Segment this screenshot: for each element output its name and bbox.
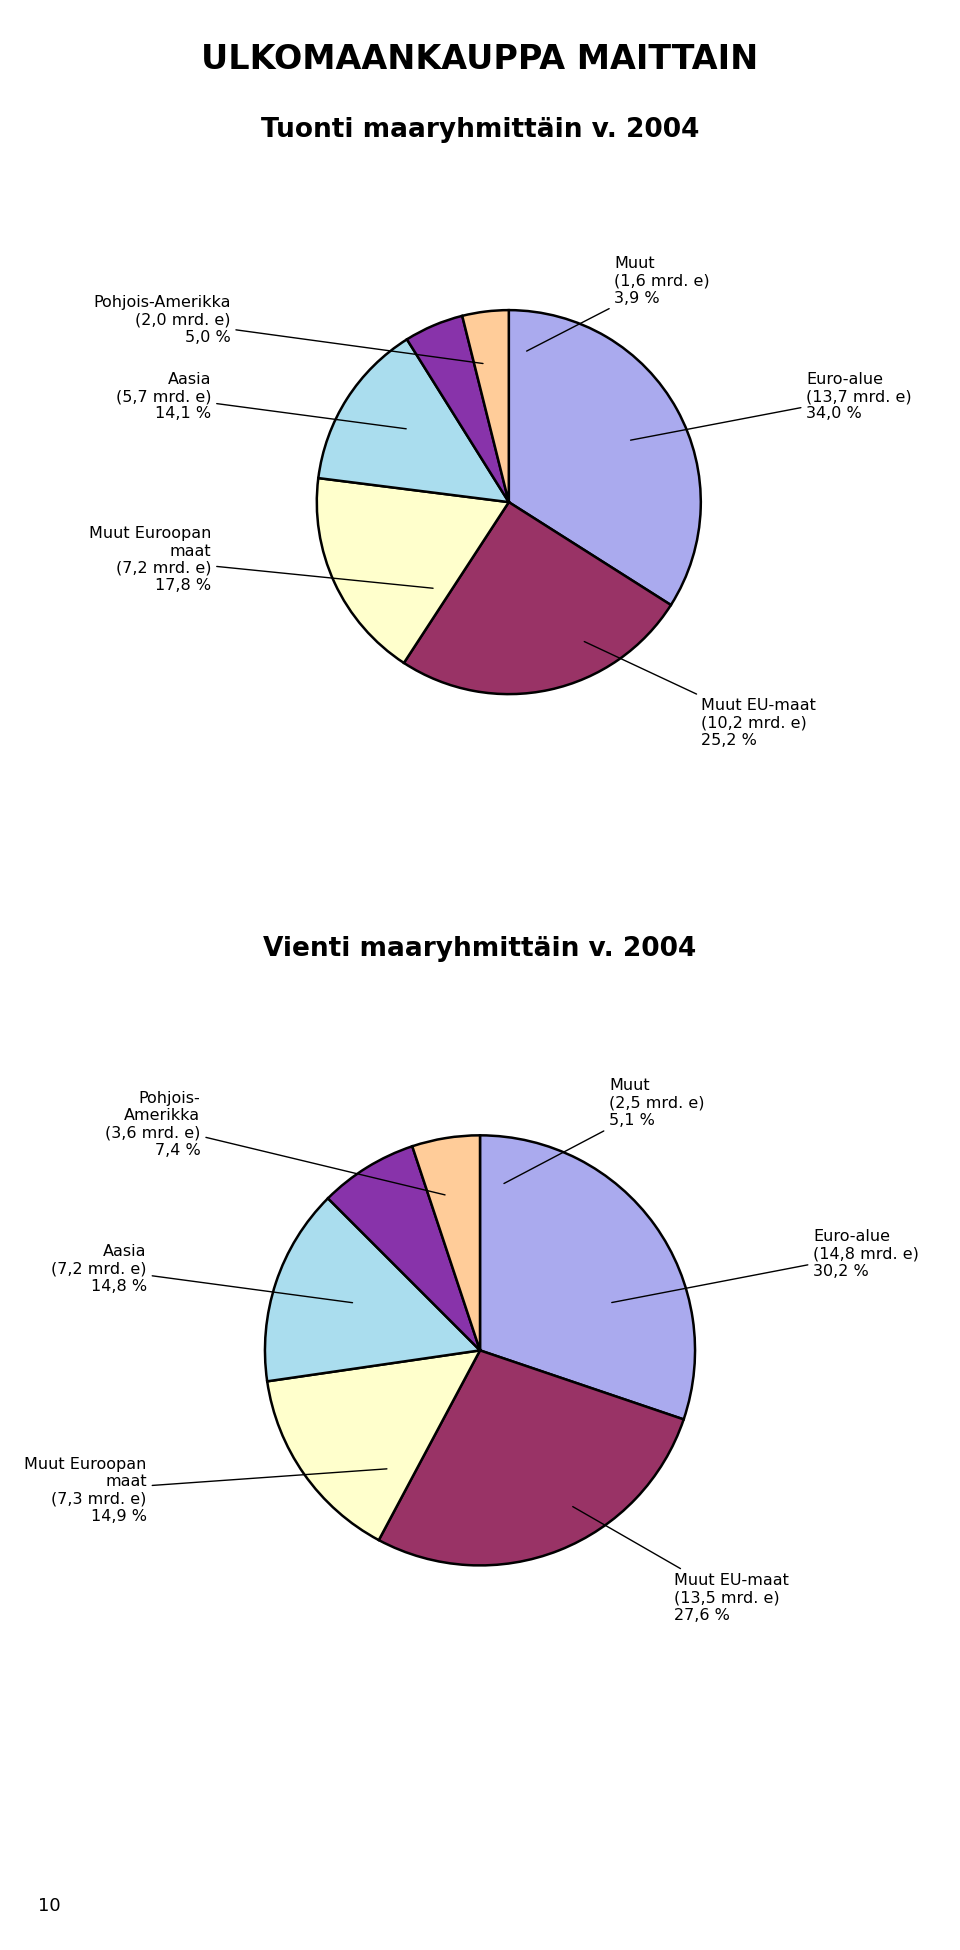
Text: Euro-alue
(14,8 mrd. e)
30,2 %: Euro-alue (14,8 mrd. e) 30,2 %: [612, 1228, 919, 1303]
Text: Pohjois-
Amerikka
(3,6 mrd. e)
7,4 %: Pohjois- Amerikka (3,6 mrd. e) 7,4 %: [105, 1090, 445, 1195]
Text: 10: 10: [38, 1897, 61, 1915]
Wedge shape: [379, 1349, 684, 1566]
Text: Vienti maaryhmittäin v. 2004: Vienti maaryhmittäin v. 2004: [263, 936, 697, 961]
Wedge shape: [319, 339, 509, 501]
Text: Euro-alue
(13,7 mrd. e)
34,0 %: Euro-alue (13,7 mrd. e) 34,0 %: [631, 372, 912, 441]
Wedge shape: [509, 310, 701, 604]
Text: Pohjois-Amerikka
(2,0 mrd. e)
5,0 %: Pohjois-Amerikka (2,0 mrd. e) 5,0 %: [93, 294, 483, 363]
Text: ULKOMAANKAUPPA MAITTAIN: ULKOMAANKAUPPA MAITTAIN: [202, 43, 758, 76]
Text: Muut Euroopan
maat
(7,2 mrd. e)
17,8 %: Muut Euroopan maat (7,2 mrd. e) 17,8 %: [89, 526, 433, 593]
Wedge shape: [462, 310, 509, 501]
Wedge shape: [267, 1349, 480, 1540]
Wedge shape: [317, 478, 509, 663]
Wedge shape: [265, 1199, 480, 1381]
Text: Muut
(2,5 mrd. e)
5,1 %: Muut (2,5 mrd. e) 5,1 %: [504, 1078, 705, 1184]
Text: Tuonti maaryhmittäin v. 2004: Tuonti maaryhmittäin v. 2004: [261, 117, 699, 142]
Wedge shape: [412, 1135, 480, 1349]
Wedge shape: [404, 501, 671, 694]
Text: Muut EU-maat
(13,5 mrd. e)
27,6 %: Muut EU-maat (13,5 mrd. e) 27,6 %: [573, 1507, 788, 1622]
Text: Aasia
(7,2 mrd. e)
14,8 %: Aasia (7,2 mrd. e) 14,8 %: [51, 1244, 352, 1303]
Text: Muut EU-maat
(10,2 mrd. e)
25,2 %: Muut EU-maat (10,2 mrd. e) 25,2 %: [585, 642, 816, 749]
Wedge shape: [407, 316, 509, 501]
Wedge shape: [480, 1135, 695, 1420]
Text: Muut
(1,6 mrd. e)
3,9 %: Muut (1,6 mrd. e) 3,9 %: [527, 255, 710, 351]
Wedge shape: [328, 1147, 480, 1349]
Text: Muut Euroopan
maat
(7,3 mrd. e)
14,9 %: Muut Euroopan maat (7,3 mrd. e) 14,9 %: [24, 1457, 387, 1523]
Text: Aasia
(5,7 mrd. e)
14,1 %: Aasia (5,7 mrd. e) 14,1 %: [116, 372, 406, 429]
